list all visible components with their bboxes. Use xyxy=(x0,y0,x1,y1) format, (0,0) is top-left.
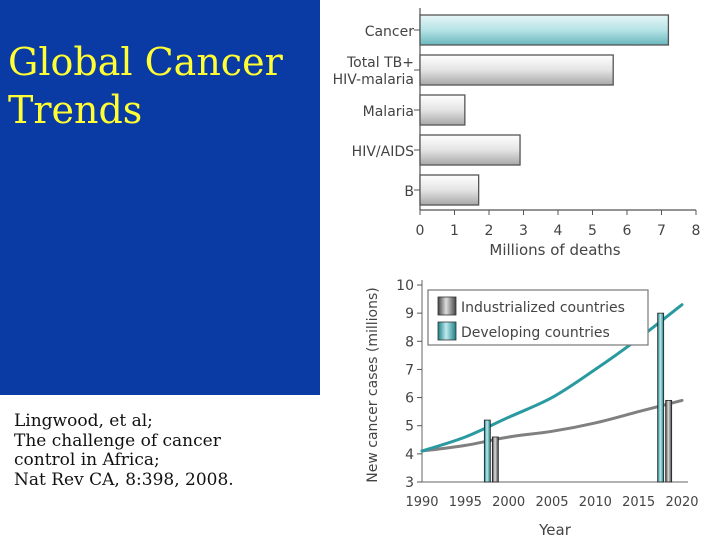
bar-malaria xyxy=(419,94,466,126)
line-chart-legend: Industrialized countries Developing count… xyxy=(427,289,649,346)
line-chart-x-axis-label: Year xyxy=(538,521,572,539)
line-chart-x-tick-label: 2005 xyxy=(535,495,568,510)
bar-total-tb-hiv-malaria xyxy=(419,54,614,86)
slide-title-line-2: Trends xyxy=(8,88,143,132)
bar-chart-x-axis-label: Millions of deaths xyxy=(489,241,620,259)
line-chart-x-tick-label: 2010 xyxy=(579,495,612,510)
legend-box xyxy=(427,289,649,346)
line-chart-y-tick-label: 5 xyxy=(405,419,414,435)
line-chart-y-tick-label: 8 xyxy=(405,334,414,350)
line-chart-y-tick-label: 9 xyxy=(405,306,414,322)
line-chart-x-tick-label: 1990 xyxy=(405,495,438,510)
bar-chart-x-tick-label: 5 xyxy=(588,223,597,239)
bar-chart-x-tick-label: 0 xyxy=(416,223,425,239)
legend-label-industrialized: Industrialized countries xyxy=(461,300,625,316)
cancer-cases-line-chart: 3 4 5 6 7 8 9 10 1990 1995 2000 2005 2010 2015 2020 Yea… xyxy=(365,278,699,539)
deaths-bar-chart: Cancer Total TB+HIV-malaria Malaria HIV/AID… xyxy=(333,8,701,259)
bar-category-label: Total TB+ xyxy=(346,55,414,71)
citation-line-4: Nat Rev CA, 8:398, 2008. xyxy=(14,469,234,490)
bar-category-label: Malaria xyxy=(363,104,414,120)
line-chart-x-tick-label: 2020 xyxy=(665,495,698,510)
bar-chart-x-tick-label: 6 xyxy=(623,223,632,239)
legend-swatch-industrialized xyxy=(437,296,457,316)
line-chart-x-tick-label: 1995 xyxy=(449,495,482,510)
bar-hiv-aids xyxy=(419,134,521,166)
developing-bar-1998 xyxy=(483,419,491,483)
bar-chart-x-tick-label: 4 xyxy=(554,223,563,239)
citation-line-2: The challenge of cancer xyxy=(14,430,221,451)
bar-chart-x-tick-label: 8 xyxy=(692,223,701,239)
bar-category-label: HIV-malaria xyxy=(333,72,414,88)
line-chart-y-tick-label: 10 xyxy=(396,278,414,294)
bar-b xyxy=(419,174,480,206)
industrialized-series-line xyxy=(420,398,684,453)
line-chart-y-tick-label: 7 xyxy=(405,362,414,378)
line-chart-x-tick-label: 2000 xyxy=(492,495,525,510)
line-chart-x-tick-label: 2015 xyxy=(622,495,655,510)
citation: Lingwood, et al; The challenge of cancer… xyxy=(14,411,314,490)
slide-title-line-1: Global Cancer xyxy=(8,40,283,84)
industrialized-bar-1998 xyxy=(491,436,499,483)
industrialized-bar-2018 xyxy=(665,399,673,483)
line-chart-y-tick-label: 6 xyxy=(405,391,414,407)
bar-chart-x-tick-label: 3 xyxy=(519,223,528,239)
bar-chart-x-tick-label: 1 xyxy=(450,223,459,239)
bar-category-label: HIV/AIDS xyxy=(352,144,414,160)
citation-line-3: control in Africa; xyxy=(14,450,160,470)
line-chart-y-axis-label: New cancer cases (millions) xyxy=(365,287,381,482)
developing-bar-2018 xyxy=(657,312,665,483)
line-chart-y-tick-label: 3 xyxy=(405,475,414,491)
citation-line-1: Lingwood, et al; xyxy=(14,411,153,431)
slide-title: Global Cancer Trends xyxy=(8,38,308,134)
bar-chart-x-tick-label: 2 xyxy=(485,223,494,239)
bar-category-label: B xyxy=(404,184,414,200)
line-chart-y-tick-label: 4 xyxy=(405,447,414,463)
bar-category-label: Cancer xyxy=(365,24,415,40)
bar-cancer xyxy=(419,14,670,46)
bar-chart-x-tick-label: 7 xyxy=(657,223,666,239)
legend-swatch-developing xyxy=(437,321,457,341)
title-panel xyxy=(0,0,320,395)
legend-label-developing: Developing countries xyxy=(461,325,610,341)
